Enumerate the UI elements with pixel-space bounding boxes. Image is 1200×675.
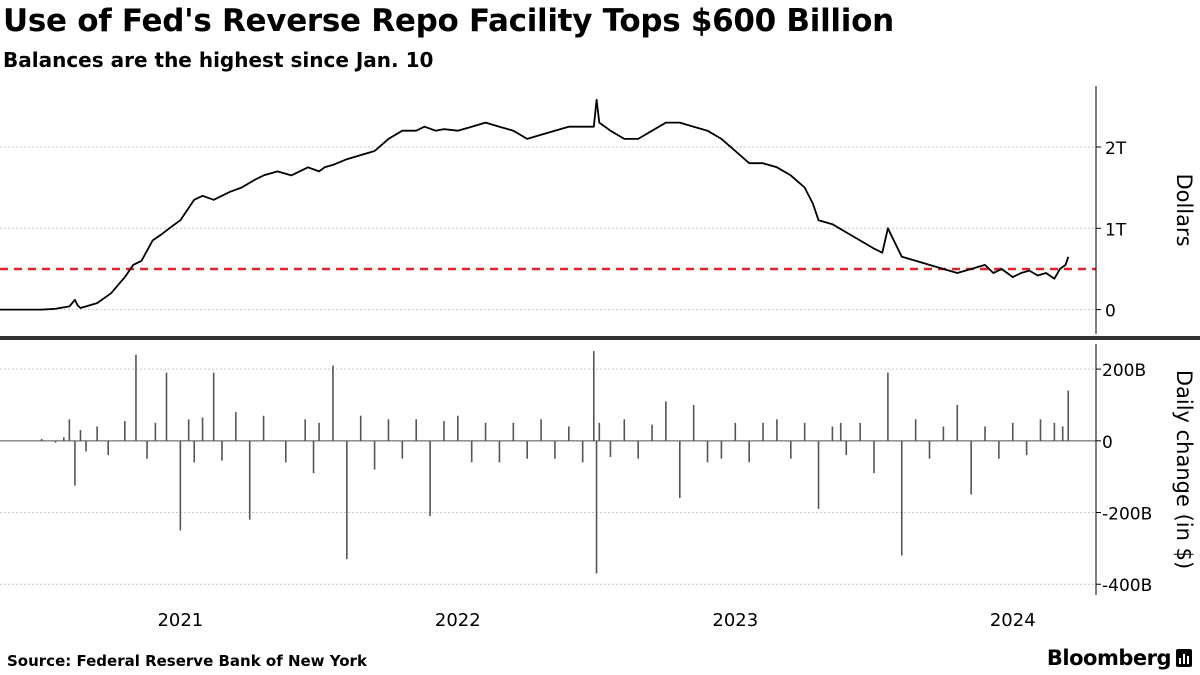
y-tick-label-bottom: -200B [1102,505,1152,525]
y-axis-label-bottom: Daily change (in $) [1172,370,1196,569]
y-tick-label-top: 2T [1105,139,1127,159]
chart-title: Use of Fed's Reverse Repo Facility Tops … [3,3,894,39]
x-tick-label: 2022 [435,610,481,631]
chart-subtitle: Balances are the highest since Jan. 10 [3,48,434,72]
panel-separator [0,336,1200,340]
x-tick-label: 2024 [990,610,1036,631]
brand-name: Bloomberg [1046,646,1172,670]
y-tick-label-bottom: 0 [1102,433,1113,453]
brand: Bloomberg [1047,646,1192,670]
y-tick-label-top: 1T [1105,220,1127,240]
y-tick-label-top: 0 [1105,302,1116,322]
y-tick-label-bottom: 200B [1102,361,1146,381]
y-axis-label-top: Dollars [1172,173,1196,246]
balance-line [0,98,1070,311]
source-note: Source: Federal Reserve Bank of New York [7,652,367,670]
x-tick-label: 2023 [712,610,758,631]
bloomberg-chart-icon [1176,649,1192,667]
y-tick-label-bottom: -400B [1102,576,1152,596]
x-tick-label: 2021 [157,610,203,631]
